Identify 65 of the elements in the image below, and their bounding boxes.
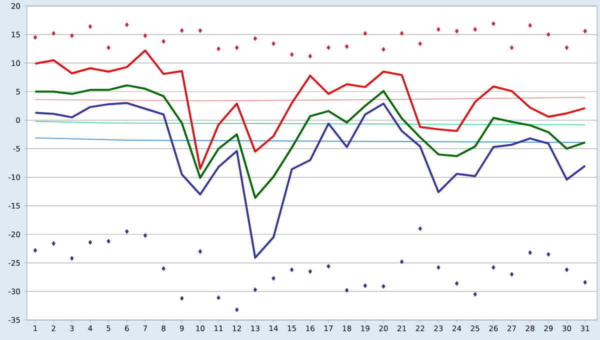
point: [125, 22, 129, 28]
point: [272, 41, 276, 46]
point: [143, 233, 148, 238]
point: [546, 32, 550, 37]
point: [33, 248, 38, 253]
point: [106, 45, 110, 50]
point: [583, 280, 587, 285]
point: [253, 36, 258, 41]
point: [290, 52, 294, 57]
point: [564, 267, 569, 272]
point: [344, 44, 349, 49]
point: [216, 295, 220, 300]
point: [162, 38, 166, 44]
point: [198, 249, 202, 254]
point: [510, 45, 514, 50]
point: [52, 31, 56, 36]
point: [473, 27, 477, 32]
point: [454, 281, 459, 286]
point: [180, 296, 184, 301]
point: [400, 259, 404, 264]
point: [143, 33, 148, 38]
point: [235, 307, 239, 312]
point: [344, 288, 349, 293]
point: [106, 238, 110, 244]
point: [564, 45, 569, 50]
point: [436, 27, 440, 32]
point: [528, 250, 532, 256]
point: [400, 31, 404, 36]
point: [454, 28, 459, 34]
point: [162, 266, 166, 272]
point: [436, 265, 440, 270]
point: [308, 269, 312, 274]
line-series: [34, 84, 586, 199]
point: [253, 287, 258, 292]
point: [198, 28, 202, 33]
point: [216, 46, 220, 52]
point: [180, 28, 184, 33]
point: [70, 33, 74, 38]
point: [70, 256, 74, 261]
point: [382, 46, 386, 52]
point: [326, 264, 330, 269]
point: [33, 35, 38, 40]
point: [528, 23, 532, 28]
point: [290, 267, 294, 272]
point: [473, 292, 477, 297]
point: [492, 21, 496, 26]
point: [363, 31, 368, 36]
point: [510, 272, 514, 277]
line-series: [34, 50, 586, 170]
point: [88, 240, 92, 245]
point: [272, 276, 276, 281]
point: [52, 241, 56, 246]
point: [326, 45, 330, 50]
point: [492, 265, 496, 270]
point: [583, 28, 587, 34]
point: [308, 54, 312, 59]
point: [88, 24, 92, 29]
point: [235, 45, 239, 50]
line-series: [34, 102, 586, 259]
point: [418, 226, 422, 232]
point: [363, 283, 368, 288]
point: [546, 252, 550, 257]
point: [382, 284, 386, 289]
point: [418, 41, 422, 46]
point: [125, 229, 129, 234]
